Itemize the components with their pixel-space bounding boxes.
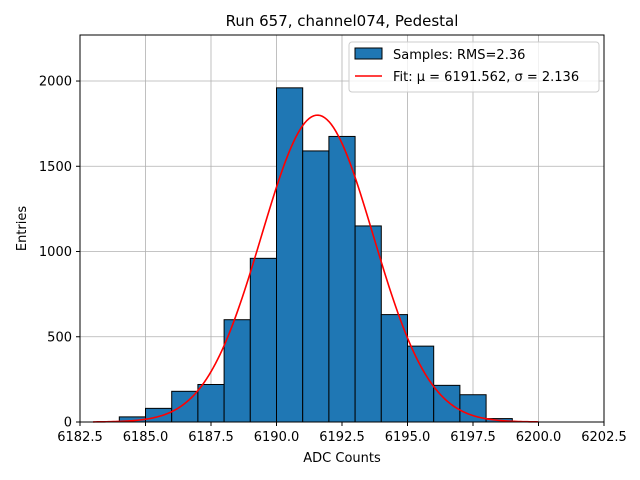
chart-title: Run 657, channel074, Pedestal	[226, 12, 459, 30]
y-tick-label: 500	[47, 330, 72, 345]
x-axis-label: ADC Counts	[303, 451, 381, 466]
x-tick-label: 6187.5	[188, 430, 234, 445]
y-tick-label: 2000	[39, 75, 72, 90]
x-tick-label: 6202.5	[581, 430, 627, 445]
legend-samples-label: Samples: RMS=2.36	[393, 48, 525, 63]
legend: Samples: RMS=2.36 Fit: μ = 6191.562, σ =…	[348, 41, 600, 93]
histogram-bar-8	[328, 135, 356, 423]
y-tick-label: 1500	[39, 160, 72, 175]
y-tick-label: 0	[64, 416, 72, 431]
histogram-bar-6	[276, 87, 304, 423]
histogram-bar-7	[302, 150, 330, 423]
legend-samples-swatch	[354, 47, 383, 60]
x-tick-label: 6192.5	[319, 430, 365, 445]
y-axis-ticks: 0 500 1000 1500 2000	[39, 75, 80, 431]
fit-curve-group	[93, 114, 539, 423]
x-tick-label: 6182.5	[57, 430, 103, 445]
histogram-bar-9	[354, 225, 382, 423]
gaussian-fit-curve	[93, 114, 539, 423]
legend-box	[348, 41, 600, 93]
histogram-bar-11	[407, 345, 435, 423]
x-tick-label: 6197.5	[450, 430, 496, 445]
histogram-bar-3	[197, 383, 225, 423]
x-tick-label: 6185.0	[123, 430, 169, 445]
y-tick-label: 1000	[39, 245, 72, 260]
legend-fit-label: Fit: μ = 6191.562, σ = 2.136	[393, 70, 579, 85]
histogram-bar-1	[145, 407, 173, 423]
x-axis-ticks: 6182.5 6185.0 6187.5 6190.0 6192.5 6195.0 6197…	[57, 422, 627, 445]
histogram-bar-5	[249, 257, 278, 423]
y-axis-label: Entries	[15, 206, 30, 252]
x-tick-label: 6195.0	[385, 430, 431, 445]
x-tick-label: 6200.0	[516, 430, 562, 445]
histogram-bar-10	[380, 314, 408, 423]
x-tick-label: 6190.0	[254, 430, 300, 445]
